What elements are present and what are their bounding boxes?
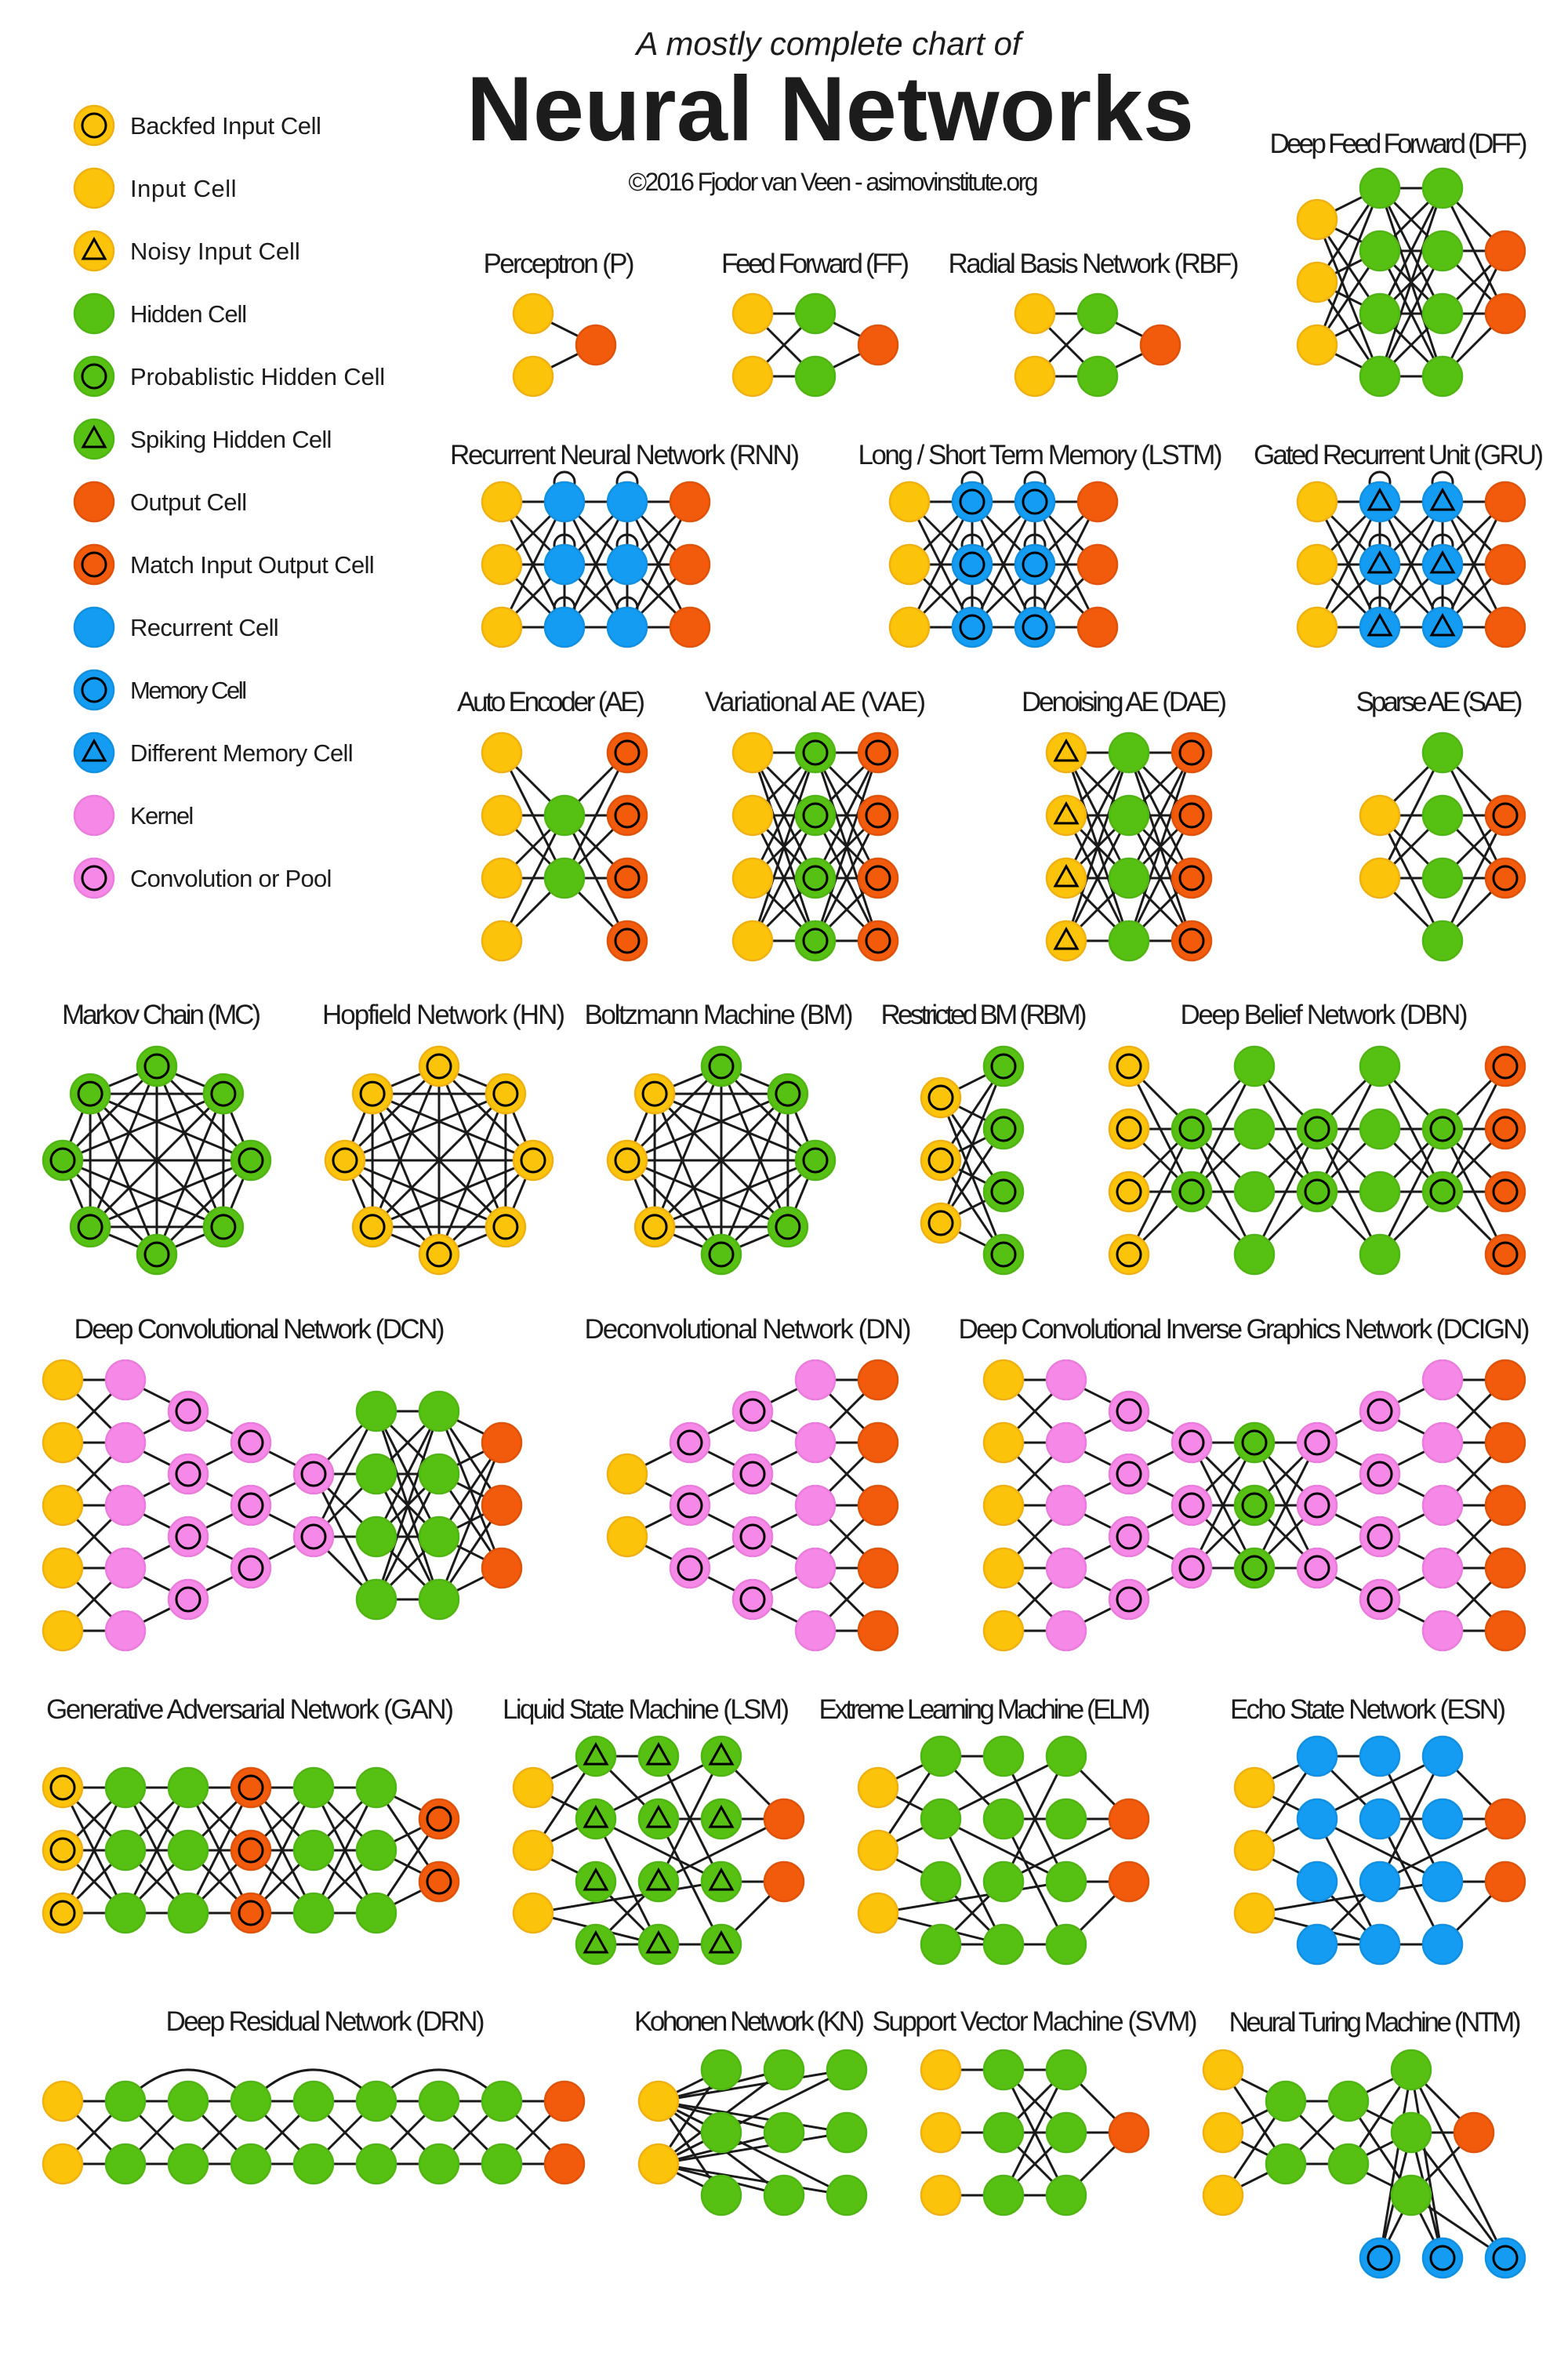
svg-text:Probablistic Hidden Cell: Probablistic Hidden Cell <box>130 363 385 390</box>
svg-text:Perceptron (P): Perceptron (P) <box>484 249 635 279</box>
svg-text:Liquid State Machine (LSM): Liquid State Machine (LSM) <box>503 1694 789 1725</box>
svg-text:Deconvolutional Network (DN): Deconvolutional Network (DN) <box>585 1314 912 1345</box>
svg-text:Long / Short Term Memory (LSTM: Long / Short Term Memory (LSTM) <box>858 440 1223 470</box>
svg-text:Hidden Cell: Hidden Cell <box>130 300 247 328</box>
svg-text:A mostly complete chart of: A mostly complete chart of <box>634 25 1025 62</box>
svg-text:Sparse AE (SAE): Sparse AE (SAE) <box>1356 687 1523 717</box>
svg-text:©2016 Fjodor van Veen - asimov: ©2016 Fjodor van Veen - asimovinstitute.… <box>629 168 1039 196</box>
svg-text:Kohonen Network (KN): Kohonen Network (KN) <box>634 2006 865 2037</box>
svg-text:Radial Basis Network (RBF): Radial Basis Network (RBF) <box>949 249 1240 279</box>
svg-text:Recurrent Neural Network (RNN): Recurrent Neural Network (RNN) <box>450 440 800 470</box>
svg-text:Support Vector Machine (SVM): Support Vector Machine (SVM) <box>873 2006 1198 2037</box>
svg-text:Deep Belief Network (DBN): Deep Belief Network (DBN) <box>1181 1000 1468 1030</box>
svg-text:Input Cell: Input Cell <box>130 175 237 202</box>
svg-text:Deep Convolutional Network (DC: Deep Convolutional Network (DCN) <box>74 1314 445 1345</box>
svg-text:Neural Networks: Neural Networks <box>466 57 1194 160</box>
svg-text:Extreme Learning Machine (ELM): Extreme Learning Machine (ELM) <box>819 1694 1151 1725</box>
svg-text:Denoising AE (DAE): Denoising AE (DAE) <box>1022 687 1227 717</box>
svg-text:Output Cell: Output Cell <box>130 488 247 516</box>
svg-text:Hopfield Network (HN): Hopfield Network (HN) <box>322 1000 565 1030</box>
svg-text:Gated Recurrent Unit (GRU): Gated Recurrent Unit (GRU) <box>1254 440 1544 470</box>
svg-text:Kernel: Kernel <box>130 802 194 830</box>
svg-text:Echo State Network (ESN): Echo State Network (ESN) <box>1230 1694 1506 1725</box>
svg-text:Auto Encoder (AE): Auto Encoder (AE) <box>457 687 645 717</box>
svg-text:Deep Convolutional Inverse Gra: Deep Convolutional Inverse Graphics Netw… <box>959 1314 1530 1345</box>
svg-text:Spiking Hidden Cell: Spiking Hidden Cell <box>130 426 332 453</box>
svg-text:Match Input Output Cell: Match Input Output Cell <box>130 551 375 579</box>
svg-text:Recurrent Cell: Recurrent Cell <box>130 614 279 641</box>
svg-text:Deep Residual Network (DRN): Deep Residual Network (DRN) <box>166 2006 485 2037</box>
svg-text:Generative Adversarial Network: Generative Adversarial Network (GAN) <box>46 1694 454 1725</box>
svg-text:Restricted BM (RBM): Restricted BM (RBM) <box>881 1000 1087 1030</box>
svg-text:Boltzmann Machine (BM): Boltzmann Machine (BM) <box>585 1000 854 1030</box>
svg-text:Noisy Input Cell: Noisy Input Cell <box>130 238 300 265</box>
svg-text:Neural Turing Machine (NTM): Neural Turing Machine (NTM) <box>1229 2007 1522 2038</box>
svg-text:Variational AE (VAE): Variational AE (VAE) <box>705 687 926 717</box>
svg-text:Markov Chain (MC): Markov Chain (MC) <box>62 1000 261 1030</box>
svg-text:Deep Feed Forward (DFF): Deep Feed Forward (DFF) <box>1270 129 1528 159</box>
svg-text:Backfed Input Cell: Backfed Input Cell <box>130 112 321 140</box>
svg-text:Different Memory Cell: Different Memory Cell <box>130 739 354 767</box>
svg-text:Memory Cell: Memory Cell <box>130 677 247 704</box>
svg-text:Convolution or Pool: Convolution or Pool <box>130 865 332 892</box>
svg-text:Feed Forward (FF): Feed Forward (FF) <box>721 249 909 279</box>
